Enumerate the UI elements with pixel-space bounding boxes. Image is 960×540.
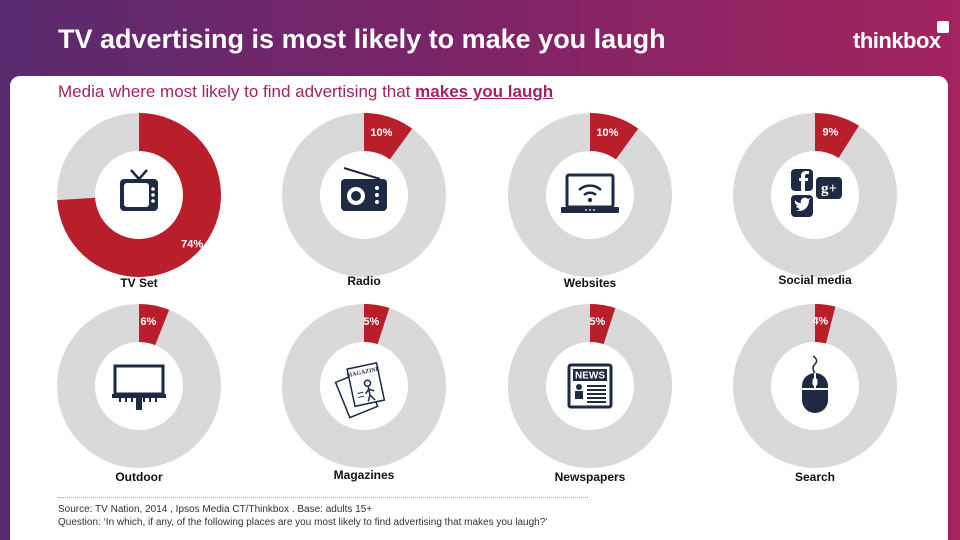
category-label-magazines: Magazines — [334, 468, 395, 482]
donut-slice-websites — [590, 113, 639, 160]
svg-text:NEWS: NEWS — [575, 371, 605, 382]
value-label-search: 4% — [812, 316, 828, 328]
facebook-icon — [791, 169, 813, 191]
donut-social-media: g+ 9% Social media — [733, 113, 897, 287]
donut-search: 4% Search — [733, 304, 897, 484]
donut-radio: 10% Radio — [282, 113, 446, 288]
footer-divider — [58, 497, 588, 498]
value-label-newspapers: 5% — [589, 316, 605, 328]
donut-slice-social-media — [815, 113, 859, 158]
value-label-tv-set: 74% — [181, 238, 203, 250]
donut-tv-set: 74% TV Set — [57, 113, 222, 290]
category-label-websites: Websites — [564, 276, 617, 290]
value-label-social-media: 9% — [822, 127, 838, 139]
social-icons: g+ — [791, 169, 842, 217]
category-label-search: Search — [795, 470, 835, 484]
logo-mark-icon — [937, 21, 949, 33]
google-plus-icon: g+ — [816, 177, 842, 199]
subtitle-prefix: Media where most likely to find advertis… — [58, 82, 416, 101]
donut-outdoor: 6% Outdoor — [57, 304, 221, 484]
donut-newspapers: NEWS 5% Newspapers — [508, 304, 672, 484]
donut-slice-outdoor — [139, 304, 170, 346]
newspaper-icon: NEWS — [567, 363, 613, 409]
donut-slice-magazines — [364, 304, 390, 345]
tv-icon — [120, 169, 158, 211]
svg-text:g+: g+ — [821, 181, 837, 197]
donut-websites: 10% Websites — [508, 113, 672, 290]
category-label-outdoor: Outdoor — [115, 470, 163, 484]
question-text: Question: ‘In which, if any, of the foll… — [58, 517, 548, 528]
value-label-magazines: 5% — [363, 316, 379, 328]
value-label-radio: 10% — [370, 127, 392, 139]
page-title: TV advertising is most likely to make yo… — [58, 24, 666, 54]
category-label-tv-set: TV Set — [120, 276, 157, 290]
laptop-wifi-icon — [561, 173, 619, 213]
donut-magazines: MAGAZINE 5% Magazines — [282, 304, 446, 482]
category-label-radio: Radio — [347, 274, 380, 288]
billboard-icon — [112, 364, 166, 410]
twitter-icon — [791, 195, 813, 217]
value-label-outdoor: 6% — [140, 316, 156, 328]
category-label-social-media: Social media — [778, 273, 852, 287]
value-label-websites: 10% — [596, 127, 618, 139]
source-text: Source: TV Nation, 2014 , Ipsos Media CT… — [58, 504, 373, 515]
subtitle-emphasis: makes you laugh — [415, 82, 554, 101]
donut-slice-newspapers — [590, 304, 616, 345]
category-label-newspapers: Newspapers — [555, 470, 626, 484]
subtitle: Media where most likely to find advertis… — [58, 82, 553, 102]
source-note: Source: TV Nation, 2014 , Ipsos Media CT… — [58, 503, 548, 529]
donut-slice-search — [815, 304, 836, 344]
donut-slice-tv-set — [57, 113, 222, 277]
mouse-icon — [802, 355, 828, 413]
radio-icon — [341, 167, 387, 211]
thinkbox-logo: thinkbox — [853, 28, 941, 53]
donut-slice-radio — [364, 113, 413, 160]
magazine-icon: MAGAZINE — [334, 362, 386, 419]
